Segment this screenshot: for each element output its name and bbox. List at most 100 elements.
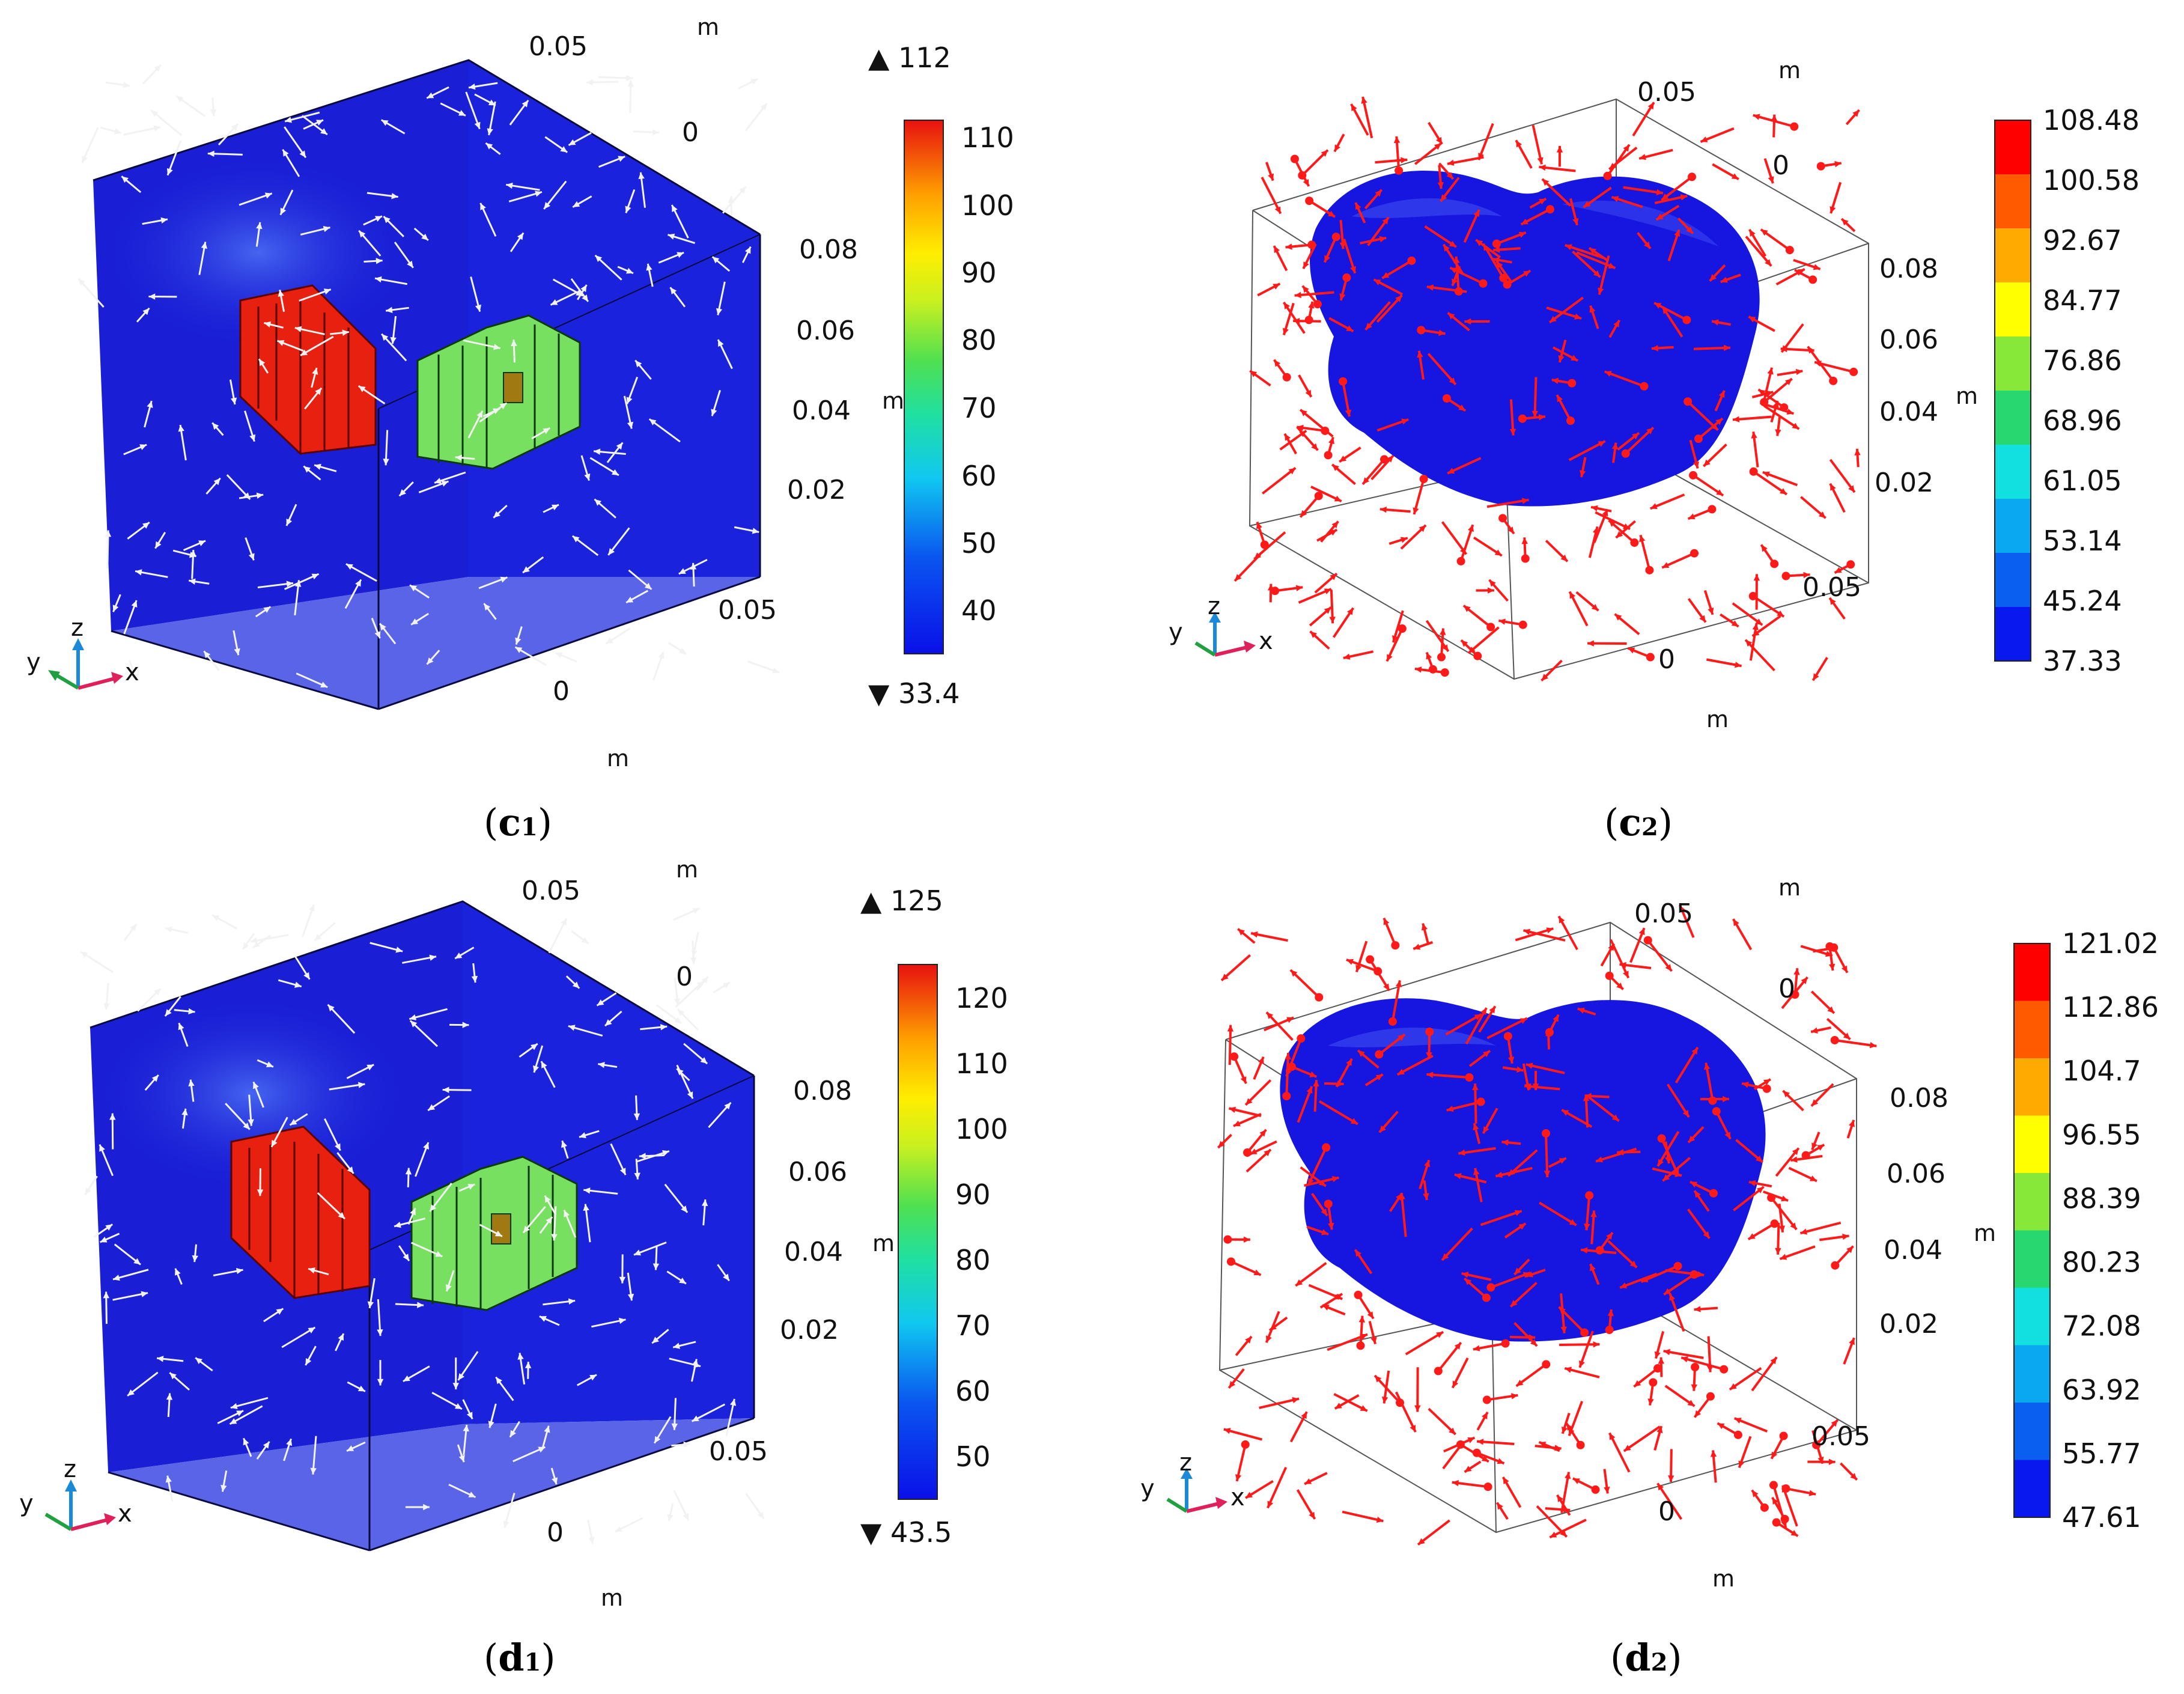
flow-arrow-head [377, 1379, 384, 1386]
flow-arrow-head [294, 981, 302, 988]
flow-arrow-head [455, 454, 462, 461]
axis-unit-z: m [1974, 1220, 1996, 1246]
flow-arrow-head [582, 294, 588, 302]
flow-arrow-head [1546, 927, 1554, 934]
flow-arrow-head [1301, 1412, 1307, 1419]
flow-arrow-head [618, 1317, 626, 1324]
flow-arrow-head [1424, 1160, 1431, 1168]
flow-arrow [1560, 1293, 1566, 1333]
flow-arrow-head [1454, 1342, 1461, 1350]
flow-arrow-head [1440, 194, 1447, 202]
flow-arrow-head [1392, 635, 1399, 642]
flow-arrow-head [606, 637, 613, 644]
flow-arrow-head [658, 651, 665, 659]
triad-label-x: x [1230, 1484, 1245, 1511]
flow-arrow-head [458, 1373, 464, 1380]
flow-arrow-head [1473, 209, 1480, 217]
flow-arrow-head [1699, 615, 1706, 623]
panel-caption: (c2) [1604, 800, 1673, 844]
flow-arrow [1568, 440, 1606, 462]
flow-arrow-head [178, 1023, 184, 1031]
flow-arrow [327, 1004, 356, 1034]
flow-arrow-head [236, 1268, 243, 1275]
colorbar-label: 61.05 [2043, 465, 2122, 497]
flow-arrow-head [1656, 1426, 1663, 1434]
flow-arrow-head [303, 972, 310, 980]
flow-arrow-head [1780, 1254, 1787, 1260]
flow-arrow-head [1426, 284, 1434, 291]
flow-arrow [1770, 1196, 1798, 1231]
flow-arrow [1342, 1510, 1384, 1523]
flow-arrow [1285, 1038, 1303, 1077]
flow-arrow-head [615, 1526, 622, 1532]
flow-arrow-head [1395, 295, 1402, 302]
flow-arrow-tail [1706, 1392, 1715, 1401]
flow-arrow-head [1790, 1156, 1798, 1163]
flow-arrow-head [264, 321, 272, 328]
flow-arrow-head [1748, 316, 1756, 323]
temperature-isosurface [1310, 171, 1760, 507]
flow-arrow-head [308, 1267, 315, 1274]
flow-arrow [1660, 1138, 1680, 1177]
flow-arrow-head [468, 83, 476, 90]
flow-arrow-head [1383, 983, 1390, 991]
flow-arrow-head [604, 1019, 612, 1026]
tick-z-002: 0.02 [1875, 468, 1933, 498]
flow-arrow-head [395, 946, 403, 953]
flow-arrow-tail [1760, 398, 1769, 407]
flow-arrow-head [452, 1383, 459, 1390]
flow-arrow-head [1264, 1149, 1271, 1157]
flow-arrow [1656, 1131, 1680, 1167]
flow-arrow-head [166, 1393, 173, 1400]
flow-arrow-head [1755, 618, 1763, 625]
flow-arrow-head [1735, 662, 1742, 668]
colorbar-label: 120 [955, 982, 1008, 1014]
flow-arrow-head [531, 1043, 538, 1050]
flow-arrow-head [1593, 270, 1601, 278]
flow-arrow-head [1795, 270, 1802, 276]
flow-arrow-tail [1605, 1326, 1614, 1335]
flow-arrow-tail [1605, 971, 1614, 980]
flow-arrow-head [308, 904, 315, 912]
flow-arrow-head [598, 1062, 605, 1068]
flow-arrow-head [1467, 1437, 1475, 1443]
flow-arrow-head [1495, 1171, 1503, 1178]
panel-caption: (d2) [1610, 1636, 1682, 1680]
flow-arrow-head [1718, 390, 1725, 398]
flow-arrow-head [1556, 145, 1563, 153]
flow-arrow-head [1700, 136, 1708, 142]
flow-arrow-head [555, 652, 563, 659]
flow-arrow-head [652, 1263, 660, 1270]
flow-arrow-head [1628, 647, 1635, 654]
flow-arrow-head [201, 242, 208, 249]
flow-arrow-head [1850, 1473, 1857, 1480]
flow-arrow-head [311, 573, 319, 580]
flow-arrow-head [1673, 1168, 1679, 1176]
flow-arrow-head [1545, 1029, 1552, 1037]
flow-arrow-head [463, 1424, 469, 1432]
flow-arrow-head [1375, 1074, 1383, 1081]
flow-arrow-head [1565, 1366, 1572, 1373]
flow-arrow-head [597, 999, 604, 1006]
flow-arrow-head [1339, 293, 1346, 300]
flow-arrow-head [573, 201, 580, 207]
flow-arrow-head [1781, 1485, 1788, 1493]
flow-arrow-head [380, 623, 386, 631]
flow-arrow-head [1379, 506, 1387, 513]
flow-arrow [1751, 1356, 1778, 1392]
flow-arrow-head [1507, 526, 1514, 534]
flow-arrow-head [1474, 1014, 1482, 1020]
flow-arrow-head [1581, 1247, 1588, 1254]
flow-arrow-head [586, 79, 593, 86]
colorbar-label: 50 [961, 527, 997, 559]
flow-arrow-head [1238, 928, 1245, 936]
flow-arrow-head [1768, 176, 1774, 184]
flow-arrow-head [1227, 1025, 1234, 1032]
flow-arrow-head [1811, 1027, 1818, 1034]
flow-arrow-head [355, 579, 361, 587]
arrow-field [80, 904, 765, 1544]
flow-arrow-head [1245, 1336, 1252, 1344]
flow-arrow-head [256, 222, 263, 230]
flow-arrow-head [1443, 244, 1450, 252]
colorbar-label: 92.67 [2043, 224, 2122, 257]
